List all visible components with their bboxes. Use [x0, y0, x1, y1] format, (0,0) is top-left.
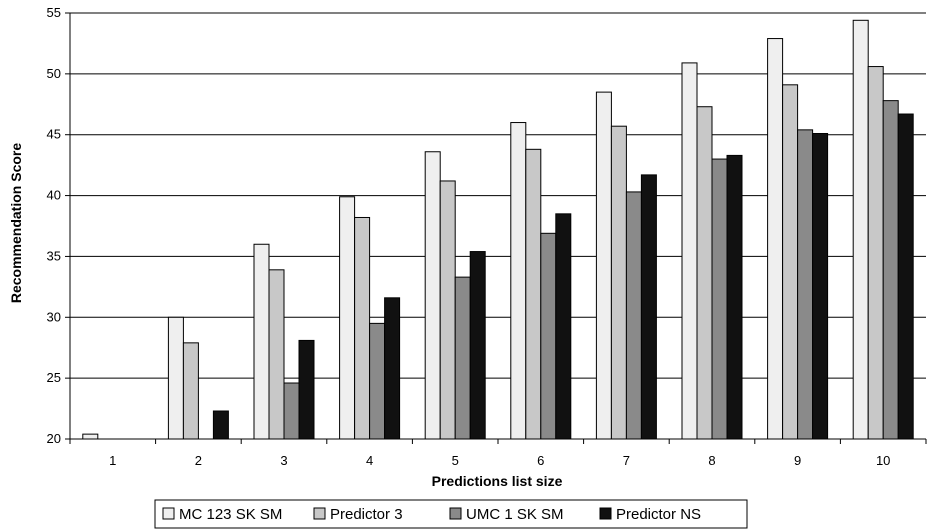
bar-4-4	[384, 297, 401, 440]
legend-swatch	[449, 507, 462, 520]
bar-3-4	[369, 322, 386, 440]
bar-3-8	[711, 158, 728, 440]
bar-2-2	[182, 342, 199, 440]
bar-3-9	[797, 129, 814, 440]
bar-1-5	[424, 151, 441, 440]
x-tick-label: 9	[794, 453, 801, 468]
bar-1-10	[852, 19, 869, 440]
bar-4-8	[726, 154, 743, 440]
bar-3-10	[882, 100, 899, 440]
bar-4-2	[212, 410, 229, 440]
bar-3-5	[454, 276, 471, 440]
bar-2-4	[354, 216, 371, 440]
legend-label: Predictor NS	[616, 506, 701, 523]
bar-1-3	[253, 243, 270, 440]
bar-1-4	[339, 196, 356, 440]
y-tick-label: 40	[47, 188, 61, 203]
legend-swatch	[599, 507, 612, 520]
bar-4-5	[469, 251, 486, 440]
x-tick-label: 1	[109, 453, 116, 468]
y-tick-label: 45	[47, 127, 61, 142]
x-tick-label: 8	[708, 453, 715, 468]
bar-1-1	[82, 433, 99, 440]
bar-1-6	[510, 122, 527, 440]
bar-4-7	[640, 174, 657, 440]
y-tick-label: 55	[47, 5, 61, 20]
y-tick-label: 35	[47, 248, 61, 263]
x-tick-label: 4	[366, 453, 373, 468]
y-tick-label: 50	[47, 66, 61, 81]
bar-3-6	[540, 232, 557, 440]
bar-2-6	[525, 148, 542, 440]
legend-label: Predictor 3	[330, 506, 403, 523]
bar-3-3	[283, 382, 300, 440]
x-tick-label: 5	[452, 453, 459, 468]
x-tick-label: 7	[623, 453, 630, 468]
x-tick-labels: 1 2 3 4 5 6 7 8 9 10	[109, 453, 890, 468]
bar-1-8	[681, 62, 698, 440]
bar-1-2	[167, 316, 184, 440]
gridlines	[70, 12, 926, 440]
bar-2-7	[610, 125, 627, 440]
bar-4-6	[555, 213, 572, 440]
bar-2-10	[867, 66, 884, 440]
bar-3-7	[625, 191, 642, 440]
bars	[82, 19, 914, 440]
legend-swatch	[162, 507, 175, 520]
legend-label: UMC 1 SK SM	[466, 506, 564, 523]
axes	[65, 12, 927, 444]
bar-1-9	[767, 38, 784, 440]
legend-swatch	[313, 507, 326, 520]
y-tick-label: 25	[47, 370, 61, 385]
y-tick-labels: 20 25 30 35 40 45 50 55	[47, 5, 61, 446]
x-tick-label: 10	[876, 453, 890, 468]
x-tick-label: 2	[195, 453, 202, 468]
y-tick-label: 30	[47, 309, 61, 324]
x-tick-label: 3	[280, 453, 287, 468]
bar-2-8	[696, 106, 713, 440]
bar-2-9	[782, 84, 799, 440]
bar-4-9	[812, 132, 829, 440]
bar-4-10	[897, 113, 914, 440]
x-tick-label: 6	[537, 453, 544, 468]
y-axis-title: Recommendation Score	[8, 143, 24, 303]
bar-2-3	[268, 269, 285, 440]
bar-2-5	[439, 180, 456, 440]
legend: MC 123 SK SM Predictor 3 UMC 1 SK SM Predic…	[154, 499, 748, 529]
bar-1-7	[595, 91, 612, 440]
bar-4-3	[298, 339, 315, 440]
legend-label: MC 123 SK SM	[179, 506, 282, 523]
y-tick-label: 20	[47, 431, 61, 446]
x-axis-title: Predictions list size	[432, 473, 563, 489]
